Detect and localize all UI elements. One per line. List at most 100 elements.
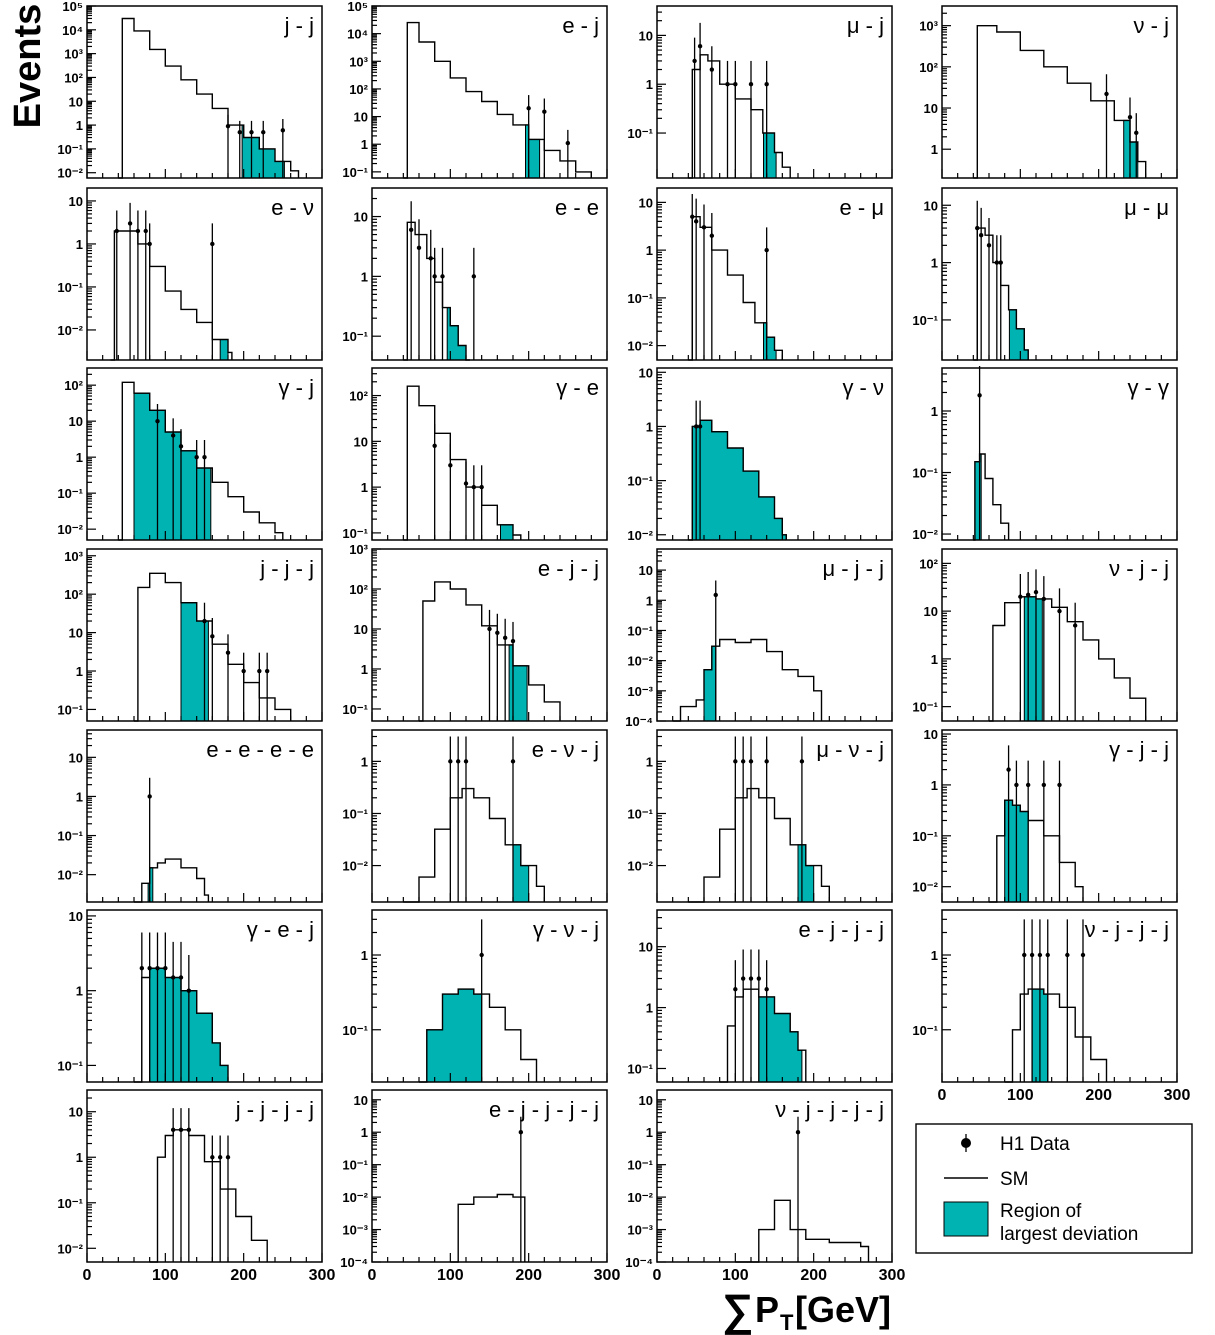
y-tick-label: 1 — [646, 1001, 653, 1016]
panel-19: 10⁻² 10⁻¹ 1 10 γ - j - j — [912, 727, 1178, 903]
data-point — [432, 443, 437, 448]
panel-23: 10⁻¹ 1 0 100 200 300 ν - j - j - j — [912, 909, 1190, 1104]
channel-label: e - ν - j — [532, 737, 599, 762]
data-point — [471, 484, 477, 490]
data-point — [510, 759, 516, 764]
y-tick-label: 10⁻¹ — [342, 526, 368, 541]
y-axis-title: Events — [7, 4, 49, 129]
x-tick-label: 200 — [1085, 1087, 1112, 1104]
channel-label: ν - j — [1134, 13, 1169, 38]
data-point — [114, 228, 119, 234]
panel-15: 10⁻¹ 1 10 10² ν - j - j — [912, 548, 1178, 722]
panel-frame — [941, 548, 1178, 722]
data-point — [756, 976, 762, 981]
sm-histogram — [419, 988, 538, 1083]
data-point — [1025, 592, 1031, 597]
panel-4: 10⁻² 10⁻¹ 1 10 e - ν — [57, 187, 323, 361]
y-tick-label: 10² — [64, 378, 83, 393]
data-point — [448, 759, 453, 764]
data-point — [225, 1155, 231, 1160]
panel-frame — [371, 909, 608, 1083]
sm-histogram — [110, 230, 233, 361]
data-point — [428, 256, 433, 261]
data-point — [740, 759, 746, 764]
y-tick-label: 10 — [924, 101, 938, 116]
panel-18: 10⁻² 10⁻¹ 1 μ - ν - j — [627, 729, 893, 903]
y-tick-label: 10⁻¹ — [342, 165, 368, 180]
data-point — [186, 988, 192, 993]
y-tick-label: 10 — [924, 604, 938, 619]
y-tick-label: 10 — [69, 626, 83, 641]
data-point — [186, 1127, 192, 1133]
sm-histogram — [118, 17, 300, 179]
data-point — [432, 274, 437, 279]
channel-label: ν - j - j - j - j — [775, 1097, 884, 1122]
panel-frame — [371, 1089, 608, 1263]
y-tick-label: 10⁻⁴ — [625, 714, 653, 729]
y-tick-label: 1 — [361, 754, 368, 769]
data-point — [692, 58, 697, 64]
data-point — [1072, 623, 1078, 628]
y-tick-label: 1 — [361, 662, 368, 677]
data-point — [764, 82, 769, 87]
data-point — [448, 463, 453, 468]
data-point — [155, 965, 160, 971]
channel-label: μ - ν - j — [816, 737, 884, 762]
y-tick-label: 10⁻² — [912, 527, 938, 542]
y-tick-label: 10⁴ — [347, 27, 368, 42]
y-tick-label: 10⁻¹ — [627, 291, 653, 306]
y-tick-label: 10 — [69, 1105, 83, 1120]
panel-9: 10⁻¹ 1 10 10² γ - e — [342, 367, 608, 541]
y-tick-label: 1 — [361, 948, 368, 963]
y-tick-label: 10⁻² — [57, 1241, 83, 1256]
data-point — [748, 82, 754, 87]
data-point — [135, 228, 141, 234]
data-point — [440, 274, 445, 279]
panel-10: 10⁻² 10⁻¹ 1 10 γ - ν — [627, 365, 893, 543]
data-point — [210, 1155, 215, 1160]
data-point — [725, 82, 730, 87]
channel-label: e - μ — [840, 195, 884, 220]
y-tick-label: 1 — [931, 778, 938, 793]
data-point — [147, 965, 152, 971]
y-tick-label: 1 — [361, 269, 368, 284]
panel-22: 10⁻¹ 1 10 e - j - j - j — [627, 909, 893, 1083]
data-point — [155, 418, 160, 424]
y-tick-label: 10³ — [349, 54, 368, 69]
region-of-largest-deviation — [525, 124, 541, 179]
x-tick-label: 100 — [1007, 1087, 1034, 1104]
y-tick-label: 10⁻³ — [627, 1223, 653, 1238]
data-point — [257, 668, 262, 674]
region-of-largest-deviation — [691, 419, 787, 541]
y-tick-label: 10 — [639, 1093, 653, 1108]
y-tick-label: 10³ — [64, 47, 83, 62]
region-of-largest-deviation — [508, 644, 528, 722]
y-tick-label: 10⁻¹ — [57, 1196, 83, 1211]
y-tick-label: 1 — [361, 137, 368, 152]
y-tick-label: 10² — [349, 582, 368, 597]
data-point — [463, 481, 469, 486]
data-point — [1045, 952, 1050, 958]
panel-frame — [941, 729, 1178, 903]
panel-11: 10⁻² 10⁻¹ 1 γ - γ — [912, 365, 1178, 542]
data-point — [733, 987, 738, 992]
sm-histogram — [134, 858, 210, 903]
data-point — [1041, 782, 1047, 788]
data-point — [170, 975, 176, 980]
y-tick-label: 10 — [69, 909, 83, 924]
panel-frame — [656, 1089, 893, 1263]
y-tick-label: 10 — [639, 940, 653, 955]
y-tick-label: 1 — [646, 77, 653, 92]
data-point — [217, 1155, 223, 1160]
y-tick-label: 10 — [639, 563, 653, 578]
data-point — [713, 592, 718, 598]
channel-label: ν - j - j — [1109, 556, 1169, 581]
legend-sm-label: SM — [1000, 1169, 1029, 1190]
x-axis-title-sum: ∑ — [722, 1286, 753, 1335]
y-tick-label: 10 — [639, 28, 653, 43]
y-tick-label: 10⁻¹ — [57, 1058, 83, 1073]
y-tick-label: 10 — [354, 210, 368, 225]
y-tick-label: 10 — [69, 750, 83, 765]
y-tick-label: 10 — [354, 110, 368, 125]
